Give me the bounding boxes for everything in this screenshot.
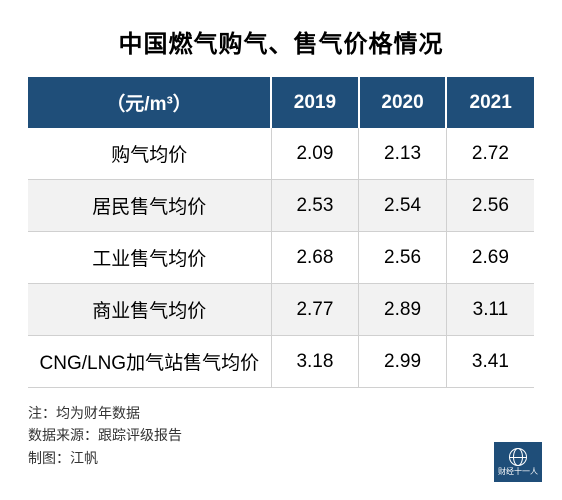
globe-icon	[509, 448, 527, 466]
publisher-logo: 财经十一人	[494, 442, 542, 482]
table-row: 工业售气均价 2.68 2.56 2.69	[28, 232, 534, 284]
logo-text: 财经十一人	[498, 468, 538, 476]
header-unit: （元/m³）	[28, 77, 271, 128]
cell-value: 2.72	[446, 128, 534, 180]
footer-note: 注：均为财年数据	[28, 402, 534, 424]
cell-value: 2.53	[271, 180, 359, 232]
cell-value: 2.69	[446, 232, 534, 284]
footer-author: 制图：江帆	[28, 447, 534, 469]
cell-value: 2.54	[359, 180, 447, 232]
table-row: 居民售气均价 2.53 2.54 2.56	[28, 180, 534, 232]
table-row: 商业售气均价 2.77 2.89 3.11	[28, 284, 534, 336]
cell-value: 2.56	[446, 180, 534, 232]
row-label: CNG/LNG加气站售气均价	[28, 336, 271, 388]
header-2021: 2021	[446, 77, 534, 128]
header-2020: 2020	[359, 77, 447, 128]
footer-source: 数据来源：跟踪评级报告	[28, 424, 534, 446]
cell-value: 2.77	[271, 284, 359, 336]
table-row: CNG/LNG加气站售气均价 3.18 2.99 3.41	[28, 336, 534, 388]
table-row: 购气均价 2.09 2.13 2.72	[28, 128, 534, 180]
row-label: 商业售气均价	[28, 284, 271, 336]
cell-value: 2.99	[359, 336, 447, 388]
cell-value: 2.89	[359, 284, 447, 336]
footer-notes: 注：均为财年数据 数据来源：跟踪评级报告 制图：江帆	[28, 402, 534, 469]
row-label: 购气均价	[28, 128, 271, 180]
header-2019: 2019	[271, 77, 359, 128]
cell-value: 2.56	[359, 232, 447, 284]
cell-value: 2.68	[271, 232, 359, 284]
row-label: 居民售气均价	[28, 180, 271, 232]
chart-title: 中国燃气购气、售气价格情况	[28, 24, 534, 59]
cell-value: 3.41	[446, 336, 534, 388]
row-label: 工业售气均价	[28, 232, 271, 284]
cell-value: 2.09	[271, 128, 359, 180]
cell-value: 3.18	[271, 336, 359, 388]
header-row: （元/m³） 2019 2020 2021	[28, 77, 534, 128]
cell-value: 2.13	[359, 128, 447, 180]
price-table: （元/m³） 2019 2020 2021 购气均价 2.09 2.13 2.7…	[28, 77, 534, 388]
cell-value: 3.11	[446, 284, 534, 336]
